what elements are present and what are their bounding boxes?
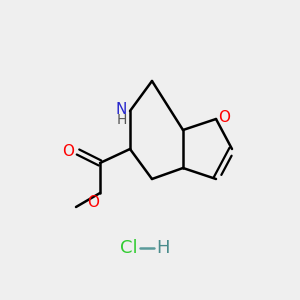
Text: H: H: [156, 239, 169, 257]
Text: O: O: [62, 145, 74, 160]
Text: H: H: [117, 113, 127, 127]
Text: O: O: [87, 195, 99, 210]
Text: Cl: Cl: [120, 239, 138, 257]
Text: N: N: [116, 103, 127, 118]
Text: O: O: [218, 110, 230, 125]
